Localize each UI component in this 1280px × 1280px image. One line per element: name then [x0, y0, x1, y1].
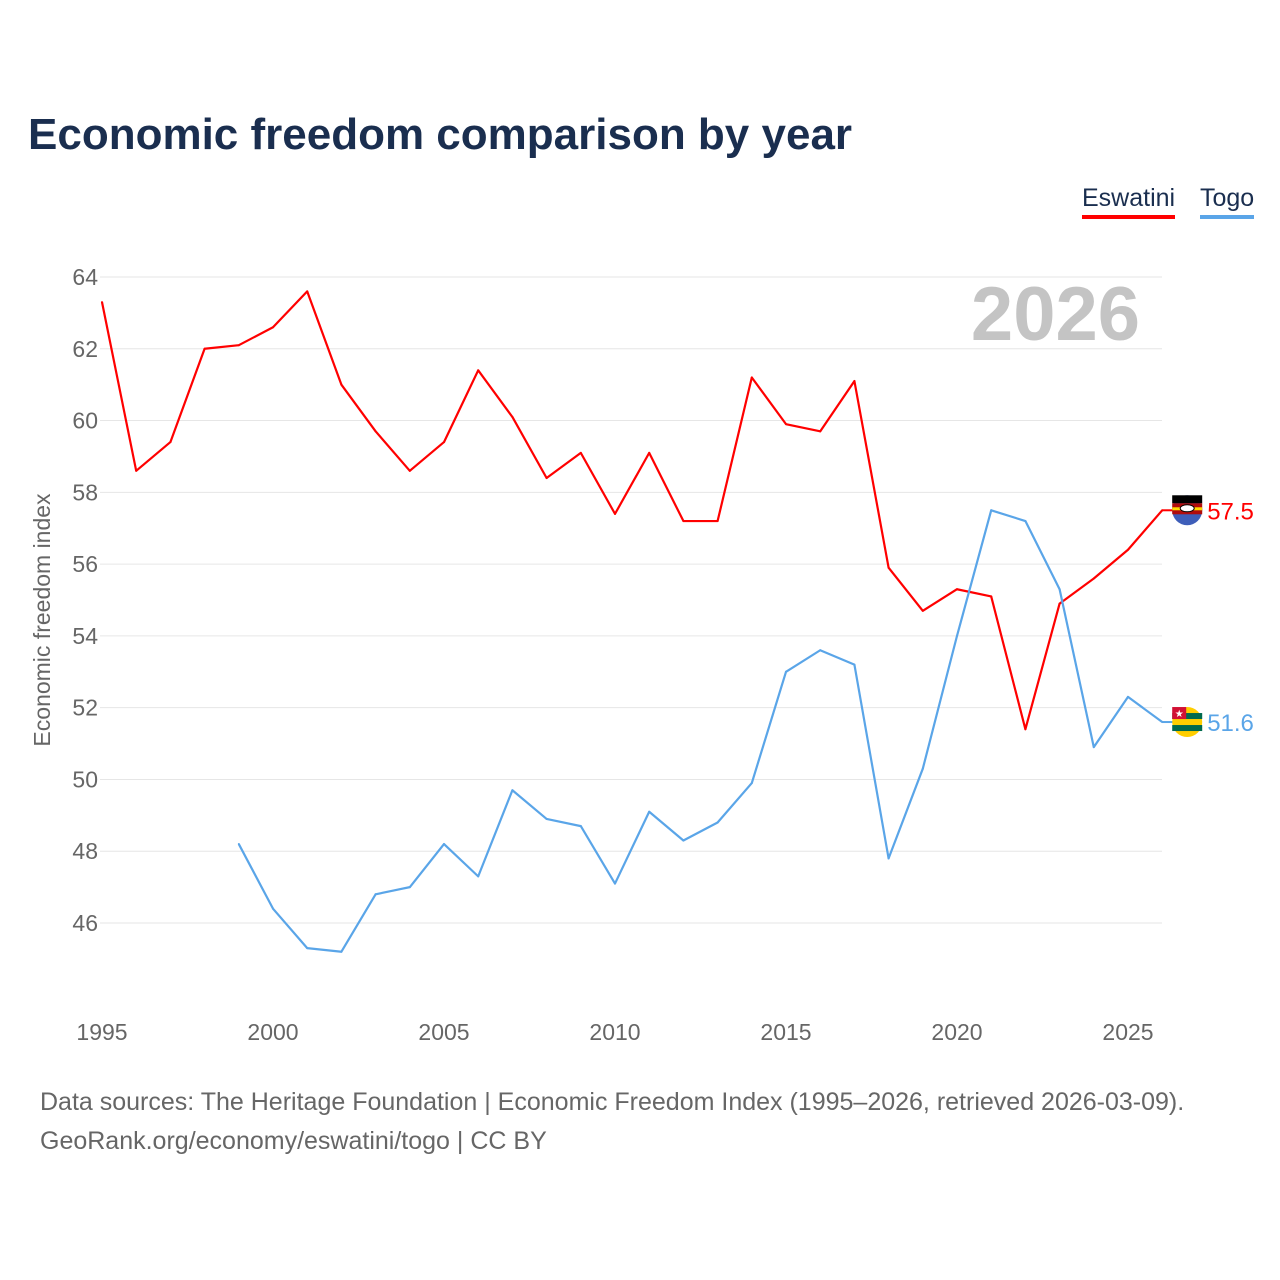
- x-tick-label: 2005: [418, 1019, 469, 1045]
- data-point: [101, 301, 103, 304]
- x-tick-label: 2000: [247, 1019, 298, 1045]
- data-point: [956, 588, 958, 591]
- series-line-togo: [237, 509, 1163, 953]
- flag-stripe: [1172, 713, 1203, 720]
- end-value-label: 57.5: [1207, 498, 1254, 525]
- y-tick-label: 64: [72, 264, 98, 290]
- data-point: [853, 380, 856, 383]
- data-point: [340, 950, 343, 953]
- y-tick-label: 50: [72, 766, 98, 792]
- y-tick-label: 52: [72, 695, 98, 721]
- series-line-eswatini: [100, 290, 1164, 731]
- end-value-label: 51.6: [1207, 710, 1254, 737]
- data-point: [682, 520, 685, 523]
- x-tick-label: 2010: [589, 1019, 640, 1045]
- data-point: [408, 469, 411, 472]
- data-point: [648, 451, 651, 454]
- data-point: [990, 595, 993, 598]
- data-point: [750, 376, 753, 379]
- data-point: [203, 347, 206, 350]
- year-watermark: 2026: [971, 272, 1140, 357]
- data-point: [545, 817, 548, 820]
- flag-star: ★: [1175, 709, 1184, 720]
- y-tick-label: 62: [72, 336, 98, 362]
- data-point: [443, 441, 445, 444]
- data-point: [511, 415, 514, 418]
- y-tick-label: 58: [72, 479, 98, 505]
- data-point: [1024, 520, 1027, 523]
- data-point: [477, 369, 480, 372]
- data-point: [614, 512, 616, 515]
- data-point: [1127, 548, 1129, 551]
- data-point: [921, 609, 924, 612]
- data-source-note: Data sources: The Heritage Foundation | …: [40, 1088, 1185, 1116]
- data-point: [511, 789, 514, 792]
- data-point: [443, 843, 445, 846]
- data-point: [614, 882, 616, 885]
- data-point: [853, 663, 856, 666]
- y-tick-label: 60: [72, 408, 98, 434]
- data-point: [887, 857, 890, 860]
- data-point: [579, 451, 582, 454]
- data-point: [1092, 746, 1095, 749]
- y-tick-label: 48: [72, 838, 98, 864]
- y-tick-label: 54: [72, 623, 98, 649]
- data-point: [716, 821, 719, 824]
- x-tick-label: 2015: [760, 1019, 811, 1045]
- chart-title: Economic freedom comparison by year: [28, 110, 853, 159]
- flag-stripe: [1172, 725, 1203, 732]
- data-point: [921, 767, 924, 770]
- flag-canton: [1172, 707, 1187, 720]
- data-point: [237, 843, 240, 846]
- data-point: [135, 469, 138, 472]
- data-point: [306, 290, 309, 293]
- x-tick-label: 1995: [76, 1019, 127, 1045]
- data-point: [545, 476, 548, 479]
- data-point: [408, 886, 411, 889]
- data-point: [819, 430, 822, 433]
- data-point: [579, 825, 582, 828]
- data-point: [340, 383, 343, 386]
- data-point: [785, 670, 787, 673]
- data-point: [785, 423, 787, 426]
- data-point: [272, 326, 274, 329]
- x-tick-label: 2025: [1102, 1019, 1153, 1045]
- legend-togo[interactable]: Togo: [1200, 184, 1255, 219]
- legend-eswatini[interactable]: Eswatini: [1082, 184, 1176, 219]
- data-point: [237, 344, 240, 347]
- data-point: [990, 509, 993, 512]
- data-point: [477, 875, 480, 878]
- y-tick-label: 56: [72, 551, 98, 577]
- data-point: [750, 782, 753, 785]
- y-tick-label: 46: [72, 910, 98, 936]
- data-point: [169, 441, 172, 444]
- data-point: [648, 810, 651, 813]
- data-point: [819, 649, 822, 652]
- data-point: [306, 947, 309, 950]
- flag-shield: [1179, 504, 1195, 513]
- data-point: [682, 839, 685, 842]
- data-point: [1058, 588, 1061, 591]
- data-point: [956, 634, 958, 637]
- flag-stripe: [1172, 495, 1203, 504]
- data-point: [716, 520, 719, 523]
- credit-note: GeoRank.org/economy/eswatini/togo | CC B…: [40, 1127, 547, 1155]
- data-point: [1127, 695, 1129, 698]
- data-point: [374, 430, 377, 433]
- data-point: [1058, 602, 1061, 605]
- data-point: [887, 566, 890, 569]
- data-point: [272, 907, 274, 910]
- x-tick-label: 2020: [931, 1019, 982, 1045]
- data-point: [1092, 577, 1095, 580]
- data-point: [1024, 728, 1027, 731]
- y-axis-label: Economic freedom index: [29, 493, 55, 747]
- data-point: [374, 893, 377, 896]
